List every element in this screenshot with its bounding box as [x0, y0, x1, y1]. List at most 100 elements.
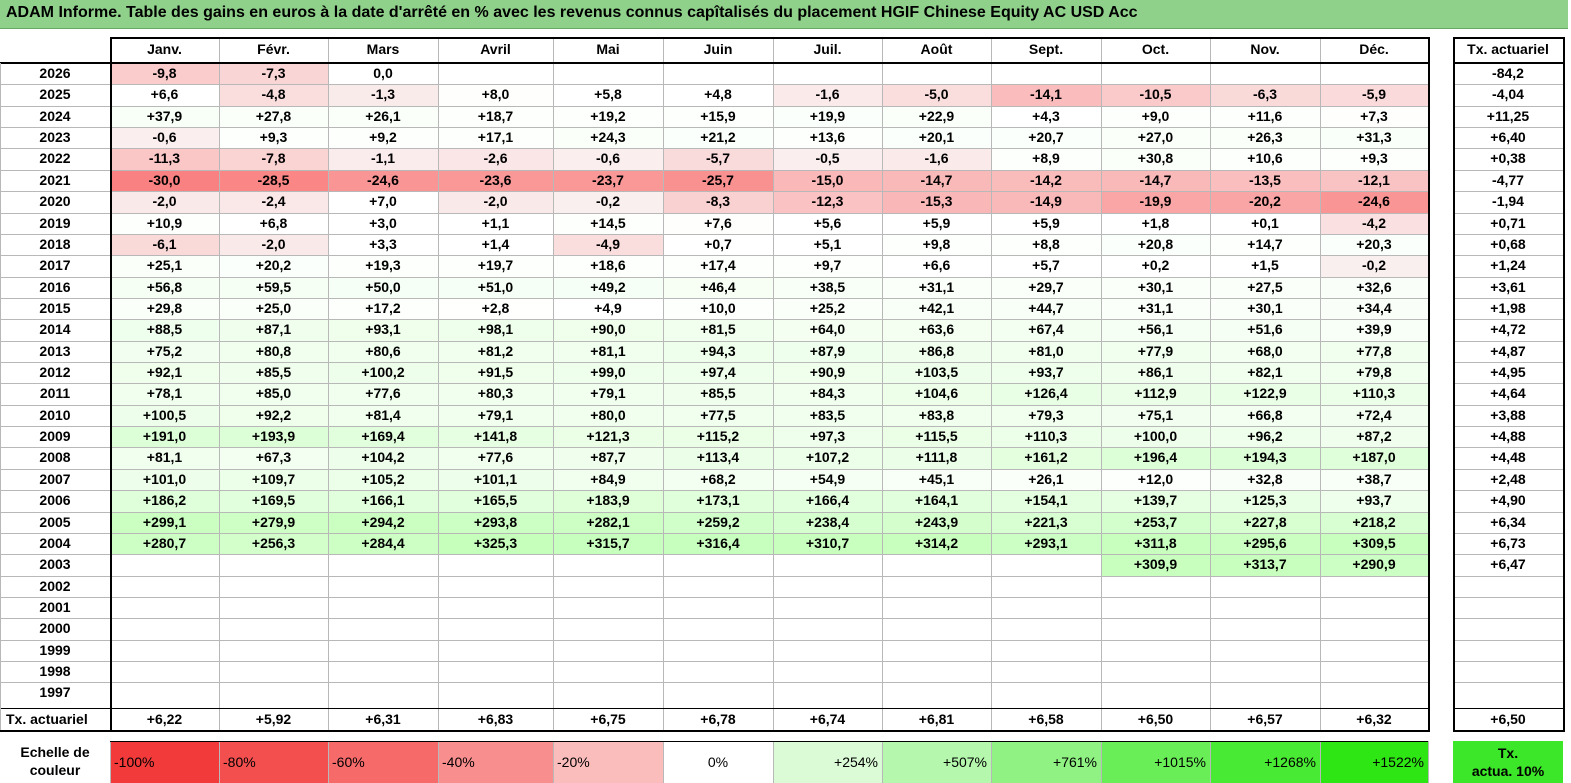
table-cell [438, 576, 553, 597]
table-cell [219, 618, 328, 639]
table-cell: +121,3 [553, 426, 663, 448]
table-cell: +78,1 [110, 383, 219, 405]
table-cell: +221,3 [991, 511, 1101, 533]
table-cell: +81,1 [110, 447, 219, 469]
table-cell [219, 661, 328, 682]
table-cell [882, 597, 991, 618]
table-cell: +105,2 [328, 468, 438, 491]
scale-swatch: +1015% [1101, 741, 1210, 783]
table-cell: -20,2 [1210, 191, 1320, 213]
table-cell: +173,1 [663, 490, 773, 512]
table-cell: -7,3 [219, 63, 328, 85]
table-cell: +253,7 [1101, 511, 1210, 533]
grid-line [0, 277, 110, 278]
grid-line [0, 469, 110, 470]
scale-annual-line: actua. 10% [1471, 763, 1545, 779]
table-cell: +125,3 [1210, 490, 1320, 512]
table-cell: +141,8 [438, 426, 553, 448]
table-cell [773, 661, 882, 682]
table-cell [553, 554, 663, 575]
month-header: Mai [596, 41, 620, 57]
table-cell: +9,2 [328, 127, 438, 149]
table-cell: +87,7 [553, 447, 663, 469]
grid-line [0, 576, 110, 577]
table-cell: +0,2 [1101, 255, 1210, 277]
table-cell: +6,8 [219, 212, 328, 234]
table-cell [1210, 63, 1320, 84]
table-cell: +32,8 [1210, 468, 1320, 491]
grid-line [110, 341, 1428, 342]
table-cell: +90,9 [773, 362, 882, 384]
table-cell: +77,8 [1320, 340, 1428, 363]
table-cell: -2,0 [438, 191, 553, 213]
table-cell [773, 682, 882, 703]
grid-line [1453, 298, 1563, 299]
border-line [1563, 37, 1565, 732]
table-cell: +68,2 [663, 468, 773, 491]
grid-line [1453, 576, 1563, 577]
year-label: 1997 [39, 684, 71, 701]
annual-cell: +4,88 [1490, 428, 1526, 445]
grid-line [1320, 741, 1321, 783]
scale-swatch: 0% [663, 741, 773, 783]
grid-line [1453, 255, 1563, 256]
grid-line [1453, 234, 1563, 235]
table-cell: +8,0 [438, 84, 553, 106]
table-cell [991, 618, 1101, 639]
table-cell: +166,4 [773, 490, 882, 512]
table-cell: +186,2 [110, 490, 219, 512]
table-cell [1210, 597, 1320, 618]
year-label: 2007 [39, 470, 71, 487]
table-cell: -0,5 [773, 148, 882, 170]
table-cell: +315,7 [553, 532, 663, 555]
table-cell: +84,9 [553, 468, 663, 491]
table-cell: +101,1 [438, 468, 553, 491]
annual-cell [1453, 576, 1563, 597]
grid-line [110, 741, 111, 783]
table-cell: +44,7 [991, 297, 1101, 320]
month-header: Avril [480, 41, 511, 57]
grid-line [1453, 277, 1563, 278]
table-cell: +115,2 [663, 426, 773, 448]
year-label: 2008 [39, 449, 71, 466]
grid-line [0, 426, 110, 427]
grid-line [0, 405, 110, 406]
grid-line [1453, 426, 1563, 427]
grid-line [110, 234, 1428, 235]
table-cell: +77,6 [328, 383, 438, 405]
table-cell: +161,2 [991, 447, 1101, 469]
table-cell: +21,2 [663, 127, 773, 149]
grid-line [0, 234, 110, 235]
table-cell: +85,0 [219, 383, 328, 405]
table-cell: +9,8 [882, 233, 991, 256]
table-cell: +22,9 [882, 105, 991, 128]
table-cell [110, 618, 219, 639]
table-cell [553, 640, 663, 661]
annual-cell: +2,48 [1490, 470, 1526, 487]
table-cell: +66,8 [1210, 404, 1320, 427]
grid-line [110, 298, 1428, 299]
table-cell: +311,8 [1101, 532, 1210, 555]
table-cell: +109,7 [219, 468, 328, 491]
table-cell: -9,8 [110, 63, 219, 85]
table-cell: +27,5 [1210, 276, 1320, 298]
table-cell [882, 661, 991, 682]
table-cell: +82,1 [1210, 362, 1320, 384]
year-label: 2002 [39, 577, 71, 594]
table-cell [1320, 618, 1428, 639]
table-cell: +93,1 [328, 319, 438, 341]
table-cell: +310,7 [773, 532, 882, 555]
table-cell: +100,0 [1101, 426, 1210, 448]
table-cell: +5,8 [553, 84, 663, 106]
table-cell: +169,5 [219, 490, 328, 512]
scale-swatch: +507% [882, 741, 991, 783]
table-cell: +92,2 [219, 404, 328, 427]
annual-cell: +6,73 [1490, 534, 1526, 551]
table-cell [773, 63, 882, 84]
table-cell: +90,0 [553, 319, 663, 341]
grid-line [1101, 741, 1102, 783]
annual-cell: -84,2 [1492, 65, 1524, 81]
grid-line [0, 170, 110, 171]
border-line [1453, 708, 1563, 709]
annual-cell [1453, 597, 1563, 618]
